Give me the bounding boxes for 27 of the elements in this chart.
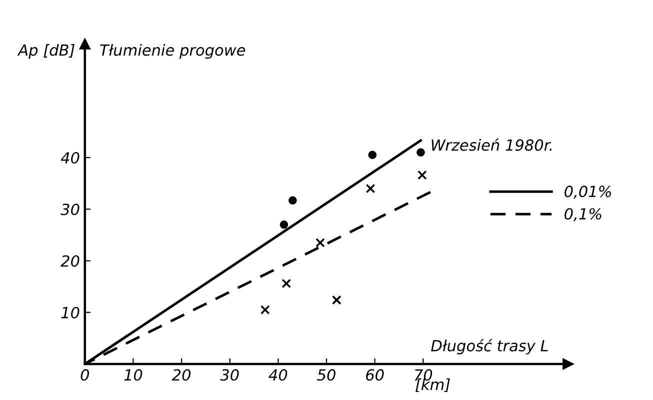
point bbox=[417, 170, 427, 180]
legend-label: 0,01% bbox=[564, 186, 611, 199]
point bbox=[316, 238, 325, 248]
x-axis-title: Długość trasy L bbox=[431, 339, 548, 354]
y-tick-label: 40 bbox=[60, 152, 80, 164]
y-tick-label: 10 bbox=[61, 306, 80, 318]
point bbox=[282, 278, 292, 288]
x-tick-label: 60 bbox=[366, 369, 384, 381]
point bbox=[260, 305, 270, 315]
point bbox=[288, 196, 297, 205]
annotation: Wrzesień 1980r. bbox=[432, 138, 552, 151]
x-tick-label: 10 bbox=[124, 369, 142, 381]
point bbox=[368, 150, 377, 160]
x-tick-label: 40 bbox=[268, 369, 288, 381]
x-tick-label: 30 bbox=[220, 369, 239, 381]
x-tick-label: 20 bbox=[172, 369, 190, 381]
point bbox=[416, 148, 425, 157]
point bbox=[332, 295, 342, 305]
y-tick-label: 30 bbox=[60, 204, 80, 216]
y-axis-title: Ap [dB] bbox=[17, 44, 74, 59]
point bbox=[366, 184, 376, 194]
x-tick-label: 0 bbox=[80, 369, 89, 381]
x-tick-label: 50 bbox=[317, 369, 336, 381]
point bbox=[280, 220, 288, 229]
y-tick-label: 20 bbox=[60, 255, 80, 267]
legend-label: 0,1% bbox=[564, 208, 602, 222]
annotation: Tłumienie progowe bbox=[100, 44, 246, 59]
